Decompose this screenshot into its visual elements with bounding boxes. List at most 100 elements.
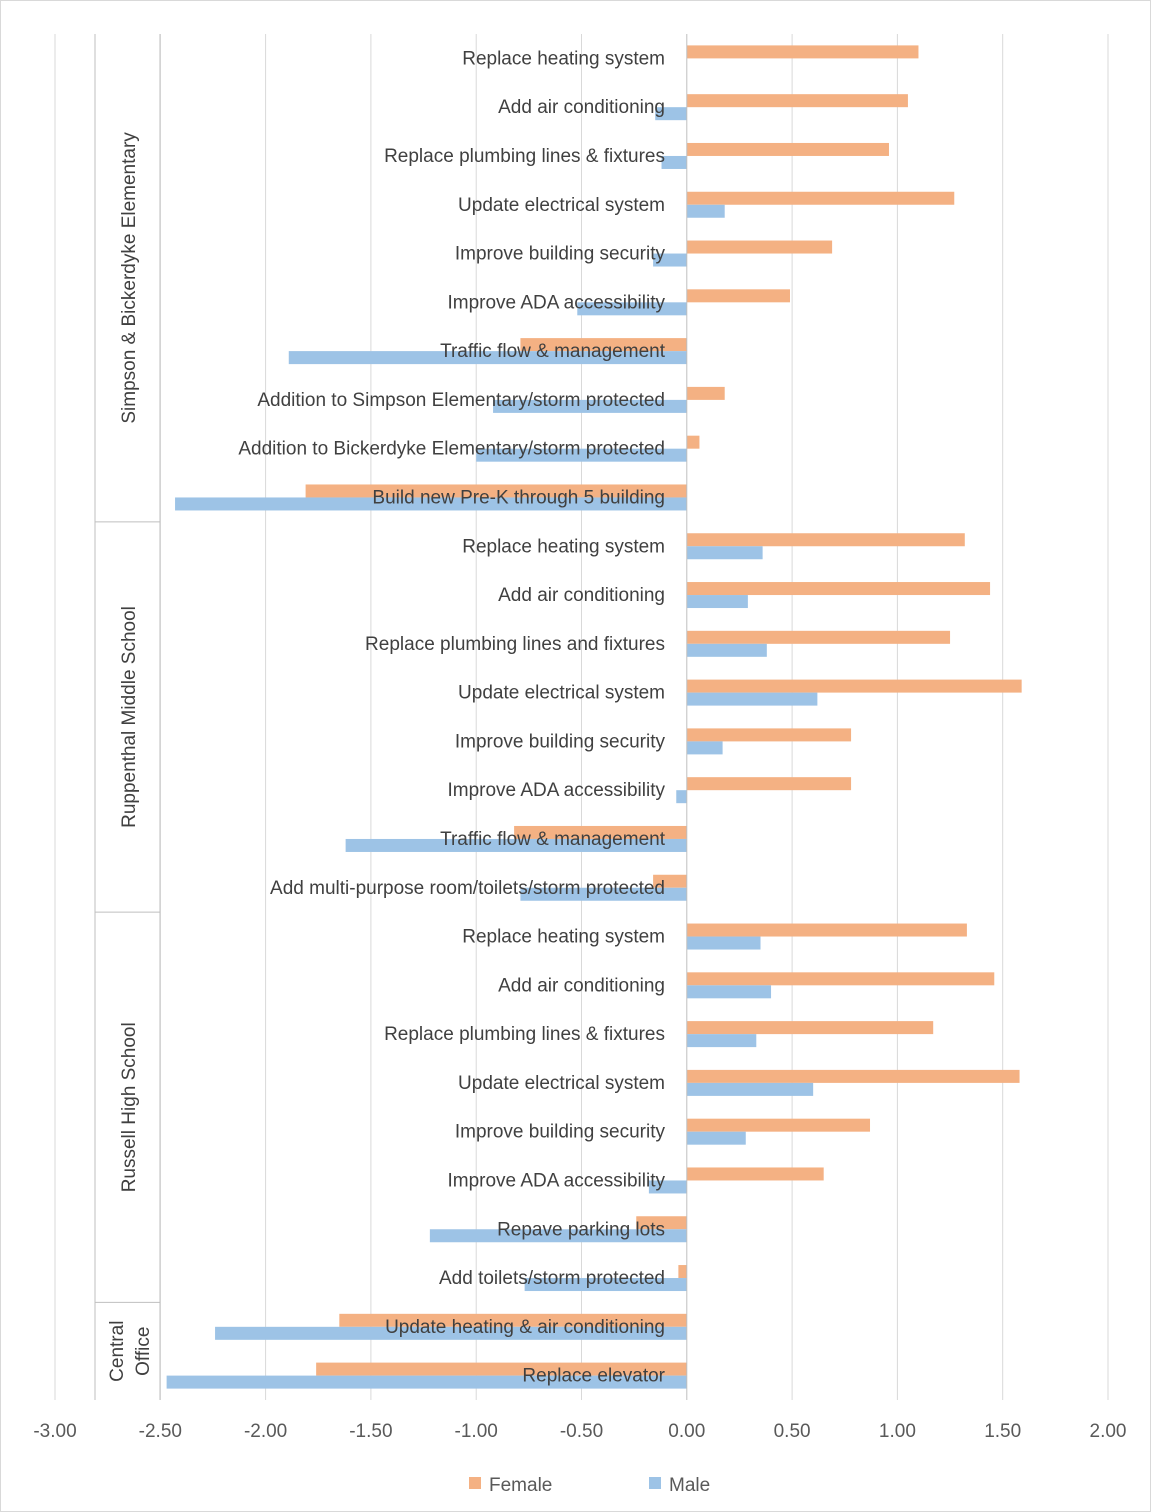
bar-male	[686, 1131, 746, 1145]
bar-female	[686, 435, 700, 449]
legend-swatch-female	[469, 1477, 481, 1489]
bar-female	[339, 1313, 687, 1327]
bar-male	[215, 1326, 687, 1340]
bar-female	[686, 1118, 871, 1132]
bar-female	[686, 533, 965, 547]
bar-male	[524, 1278, 687, 1292]
category-label: Replace heating system	[462, 48, 665, 69]
bar-male	[676, 790, 687, 804]
category-label: Update electrical system	[458, 195, 665, 216]
x-tick-label: 1.00	[879, 1421, 916, 1442]
bar-male	[288, 351, 687, 365]
category-label: Update electrical system	[458, 1073, 665, 1094]
x-tick-label: -1.00	[455, 1421, 498, 1442]
category-label: Replace plumbing lines & fixtures	[384, 146, 665, 167]
bar-male	[686, 936, 761, 950]
bar-male	[345, 838, 687, 852]
bar-male	[661, 155, 687, 169]
category-label: Addition to Bickerdyke Elementary/storm …	[238, 439, 665, 460]
x-tick-label: 1.50	[984, 1421, 1021, 1442]
x-tick-label: 2.00	[1090, 1421, 1127, 1442]
bar-female	[514, 825, 687, 839]
bar-female	[316, 1362, 687, 1376]
legend-label-female: Female	[489, 1475, 552, 1496]
bar-male	[686, 692, 818, 706]
x-tick-label: -3.00	[33, 1421, 76, 1442]
bar-male	[686, 643, 767, 657]
legend-label-male: Male	[669, 1475, 710, 1496]
bar-female	[305, 484, 687, 498]
bar-female	[636, 1216, 687, 1230]
group-label: Ruppenthal Middle School	[119, 606, 140, 828]
bars	[166, 45, 1022, 1389]
bar-female	[678, 1265, 687, 1279]
bar-male	[686, 595, 748, 609]
group-label: Central Office	[107, 1321, 154, 1382]
category-label: Repave parking lots	[497, 1219, 665, 1240]
bar-female	[686, 923, 967, 937]
category-label: Replace plumbing lines & fixtures	[384, 1024, 665, 1045]
bar-male	[655, 107, 687, 121]
bar-female	[686, 728, 852, 742]
category-label: Improve ADA accessibility	[447, 1170, 665, 1191]
category-label: Add air conditioning	[498, 585, 665, 606]
bar-female	[686, 1069, 1020, 1083]
x-tick-label: -0.50	[560, 1421, 603, 1442]
bar-male	[686, 204, 725, 218]
x-tick-label: 0.50	[774, 1421, 811, 1442]
bar-female	[686, 582, 991, 596]
bar-male	[175, 497, 687, 511]
bar-female	[686, 1167, 824, 1181]
category-label: Build new Pre-K through 5 building	[372, 487, 665, 508]
group-label: Simpson & Bickerdyke Elementary	[119, 132, 140, 424]
category-label: Add air conditioning	[498, 97, 665, 118]
category-label: Replace heating system	[462, 536, 665, 557]
bar-female	[686, 386, 725, 400]
category-label: Update electrical system	[458, 683, 665, 704]
category-label: Add air conditioning	[498, 975, 665, 996]
bar-male	[686, 1034, 757, 1048]
bar-female	[686, 94, 908, 108]
bar-female	[653, 874, 687, 888]
category-label: Improve building security	[455, 244, 666, 265]
bar-female	[686, 289, 790, 303]
category-label: Traffic flow & management	[440, 829, 666, 850]
gridlines	[54, 34, 1109, 1400]
labels: -3.00 -2.50 -2.00 -1.50 -1.00 -0.50 0.00 0.50 1.…	[33, 48, 1126, 1442]
legend: Female Male	[469, 1475, 710, 1496]
category-label: Traffic flow & management	[440, 341, 666, 362]
bar-female	[686, 191, 955, 205]
category-label: Add multi-purpose room/toilets/storm pro…	[270, 878, 665, 899]
bar-male	[520, 887, 687, 901]
x-tick-label: 0.00	[668, 1421, 705, 1442]
bar-male	[686, 741, 723, 755]
category-label: Improve building security	[455, 731, 666, 752]
category-label: Improve building security	[455, 1122, 666, 1143]
x-tick-label: -1.50	[349, 1421, 392, 1442]
x-tick-label: -2.50	[139, 1421, 182, 1442]
category-label: Replace plumbing lines and fixtures	[365, 634, 665, 655]
bar-female	[686, 630, 951, 644]
bar-male	[429, 1229, 687, 1243]
bar-male	[686, 546, 763, 560]
bar-male	[493, 399, 687, 413]
category-label: Replace elevator	[522, 1366, 665, 1387]
category-label: Improve ADA accessibility	[447, 780, 665, 801]
category-label: Update heating & air conditioning	[385, 1317, 665, 1338]
category-label: Addition to Simpson Elementary/storm pro…	[257, 390, 665, 411]
bar-female	[686, 240, 833, 254]
category-label: Add toilets/storm protected	[439, 1268, 665, 1289]
axes	[94, 34, 688, 1400]
group-label: Russell High School	[119, 1022, 140, 1192]
bar-male	[686, 1082, 814, 1096]
category-label: Improve ADA accessibility	[447, 292, 665, 313]
legend-swatch-male	[649, 1477, 661, 1489]
bar-male	[648, 1180, 687, 1194]
bar-male	[166, 1375, 687, 1389]
bar-female	[686, 679, 1022, 693]
bar-female	[686, 45, 919, 59]
bar-female	[686, 777, 852, 791]
category-label: Replace heating system	[462, 927, 665, 948]
bar-female	[520, 338, 687, 352]
